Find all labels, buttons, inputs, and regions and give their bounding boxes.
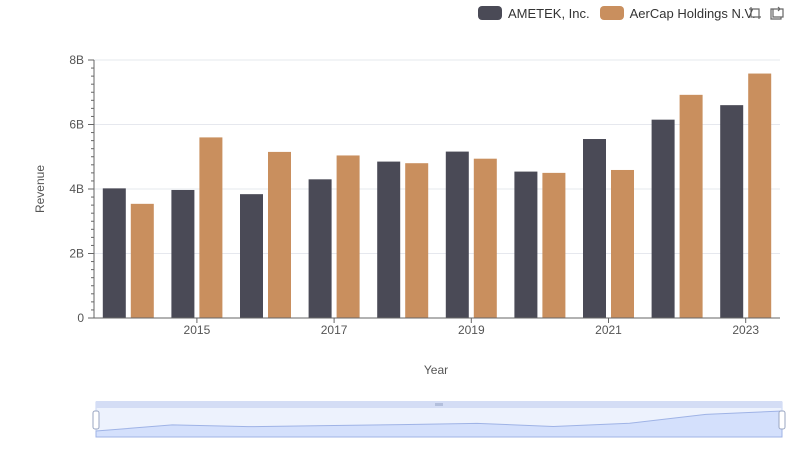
bar-aercap-2018[interactable] [405, 163, 429, 318]
y-axis-title: Revenue [33, 165, 47, 213]
slider-handle-left[interactable] [92, 410, 100, 430]
slider-grip[interactable] [435, 403, 443, 406]
y-tick-label: 2B [69, 247, 84, 261]
x-tick-label: 2017 [321, 323, 348, 337]
zoom-select-icon[interactable] [748, 6, 762, 20]
bar-aercap-2019[interactable] [473, 158, 497, 318]
bar-aercap-2020[interactable] [542, 172, 566, 318]
y-tick-label: 8B [69, 53, 84, 67]
bar-ametek-2019[interactable] [445, 151, 469, 318]
bar-aercap-2017[interactable] [336, 155, 360, 318]
bar-ametek-2021[interactable] [583, 139, 606, 318]
x-tick-label: 2015 [184, 323, 211, 337]
slider-handle-right[interactable] [778, 410, 786, 430]
bar-aercap-2021[interactable] [611, 169, 634, 318]
legend-swatch-aercap [599, 6, 624, 20]
bar-ametek-2022[interactable] [651, 119, 675, 318]
zoom-reset-icon[interactable] [770, 6, 784, 20]
legend: AMETEK, Inc. AerCap Holdings N.V. [478, 4, 766, 22]
bar-ametek-2020[interactable] [514, 171, 538, 318]
legend-item-aercap[interactable]: AerCap Holdings N.V. [599, 5, 756, 21]
bar-ametek-2017[interactable] [308, 179, 332, 318]
axes: 0 2B 4B 6B 8B 2015 2017 2019 2021 2023 [69, 53, 780, 337]
y-tick-label: 4B [69, 182, 84, 196]
x-tick-label: 2021 [595, 323, 622, 337]
y-tick-label: 6B [69, 118, 84, 132]
zoom-slider[interactable] [92, 401, 786, 438]
bar-aercap-2023[interactable] [748, 73, 772, 318]
bar-aercap-2015[interactable] [199, 137, 223, 318]
bar-aercap-2014[interactable] [130, 203, 154, 318]
legend-item-ametek[interactable]: AMETEK, Inc. [478, 6, 590, 21]
y-tick-label: 0 [77, 311, 84, 325]
slider-preview [95, 410, 783, 438]
gridlines [94, 59, 780, 254]
bar-ametek-2018[interactable] [377, 161, 401, 318]
bar-ametek-2016[interactable] [240, 194, 263, 318]
toolbox [748, 6, 784, 20]
legend-label-aercap: AerCap Holdings N.V. [629, 5, 756, 21]
bar-ametek-2023[interactable] [720, 105, 744, 319]
bar-aercap-2016[interactable] [268, 151, 291, 318]
bar-ametek-2014[interactable] [102, 188, 126, 318]
x-tick-label: 2023 [732, 323, 759, 337]
bar-ametek-2015[interactable] [171, 189, 195, 318]
bars [102, 73, 772, 319]
x-tick-label: 2019 [458, 323, 485, 337]
bar-aercap-2022[interactable] [679, 94, 703, 318]
legend-swatch-ametek [478, 6, 502, 20]
x-axis-title: Year [424, 363, 448, 377]
legend-label-ametek: AMETEK, Inc. [508, 5, 590, 21]
